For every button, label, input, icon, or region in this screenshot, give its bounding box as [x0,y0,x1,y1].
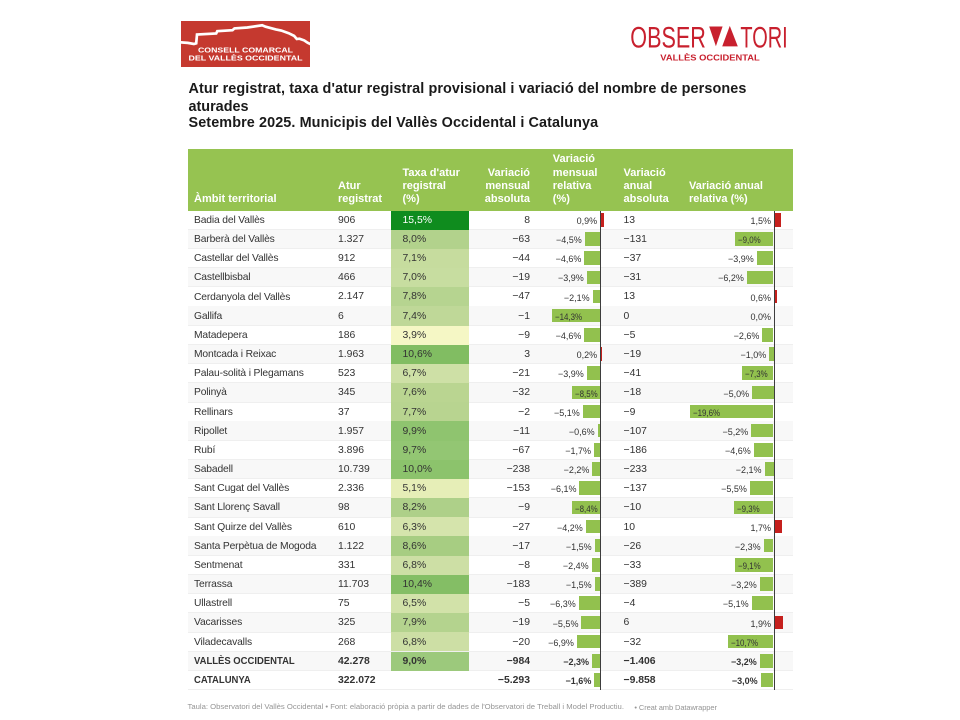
svg-text:DEL VALLÈS OCCIDENTAL: DEL VALLÈS OCCIDENTAL [189,53,303,62]
svg-text:CONSELL COMARCAL: CONSELL COMARCAL [198,45,293,54]
svg-text:VALLÈS OCCIDENTAL: VALLÈS OCCIDENTAL [660,53,759,62]
svg-text:TORI: TORI [740,24,787,54]
svg-text:OBSER: OBSER [630,24,706,54]
